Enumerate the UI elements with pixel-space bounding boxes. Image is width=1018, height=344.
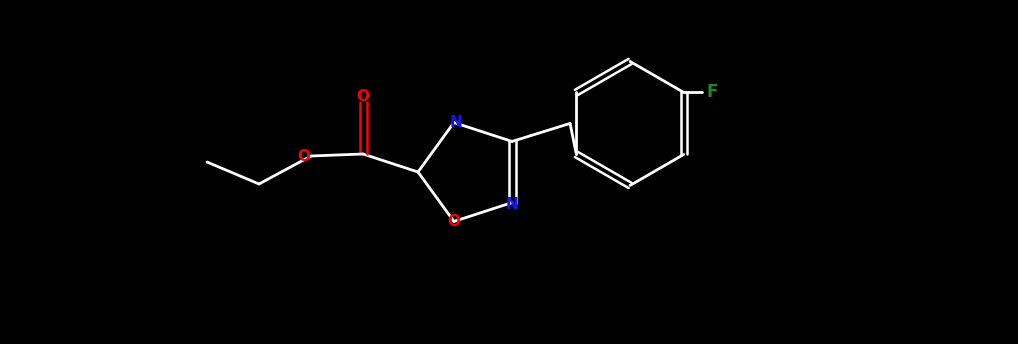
Text: O: O bbox=[448, 214, 460, 229]
Text: N: N bbox=[450, 115, 462, 130]
Text: O: O bbox=[356, 88, 370, 104]
Text: F: F bbox=[706, 84, 718, 101]
Text: O: O bbox=[297, 149, 310, 163]
Text: N: N bbox=[506, 197, 518, 212]
